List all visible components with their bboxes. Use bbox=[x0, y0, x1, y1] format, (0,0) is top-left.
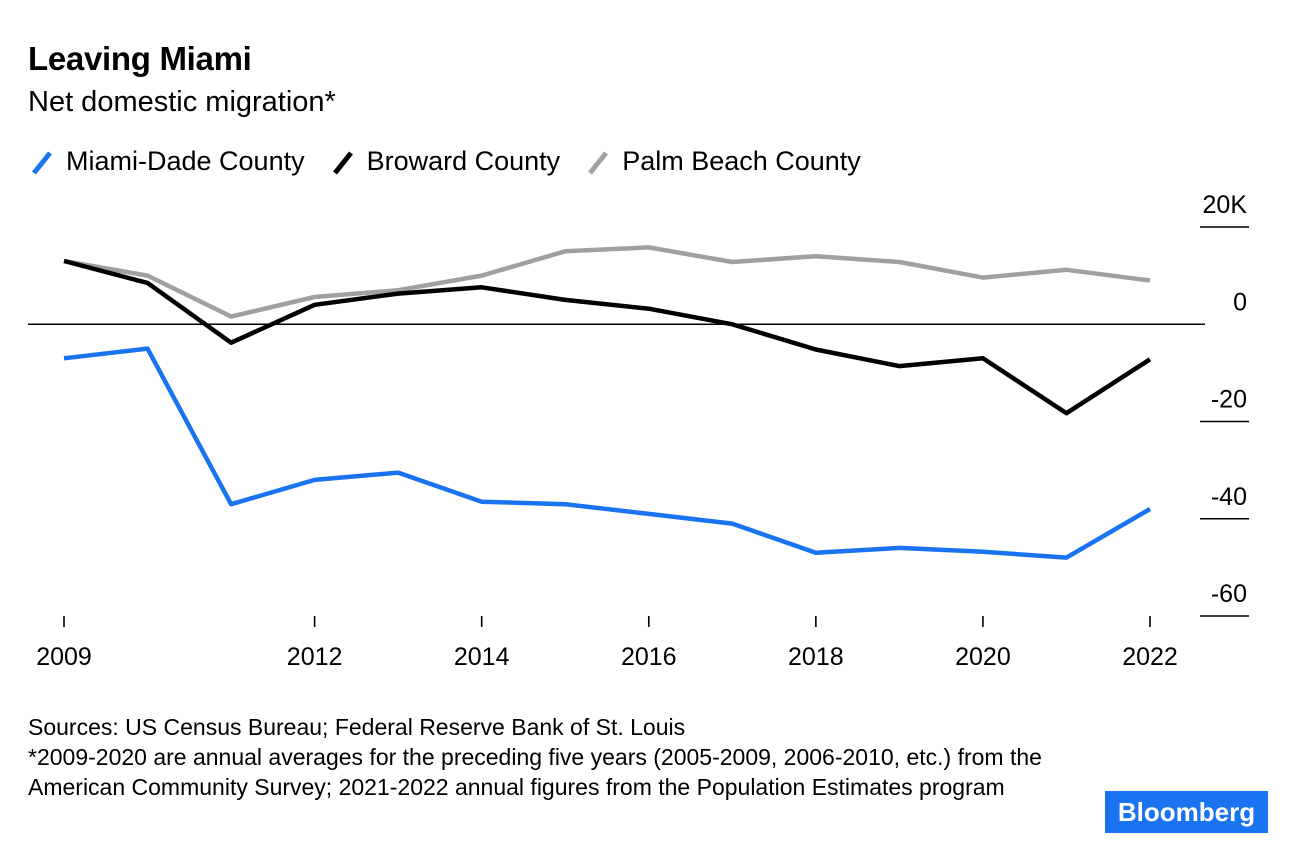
legend-swatch-palm-beach bbox=[588, 150, 609, 175]
line-chart: 20K 0 -20 -40 -60 2009 2012 2014 2016 2018 2020 202… bbox=[28, 191, 1249, 671]
legend-swatch-broward bbox=[332, 150, 353, 175]
x-tick-label-4: 2018 bbox=[788, 643, 844, 671]
legend-item-palm-beach: Palm Beach County bbox=[584, 146, 861, 177]
legend-label-miami-dade: Miami-Dade County bbox=[66, 146, 305, 176]
x-tick-label-3: 2016 bbox=[621, 643, 677, 671]
series-line-broward-county bbox=[63, 258, 1152, 416]
methodology-note: *2009-2020 are annual averages for the p… bbox=[28, 744, 1042, 800]
chart-title: Leaving Miami bbox=[28, 40, 252, 77]
legend-item-miami-dade: Miami-Dade County bbox=[28, 146, 305, 177]
y-tick-label-4: -60 bbox=[1211, 580, 1247, 608]
y-tick-label-2: -20 bbox=[1211, 386, 1247, 414]
x-tick-label-5: 2020 bbox=[955, 643, 1011, 671]
series-line-miami-dade-county bbox=[63, 346, 1152, 560]
x-tick-label-1: 2012 bbox=[287, 643, 343, 671]
legend-item-broward: Broward County bbox=[329, 146, 561, 177]
y-tick-label-1: 0 bbox=[1233, 288, 1247, 316]
x-tick-label-6: 2022 bbox=[1122, 643, 1178, 671]
legend: Miami-Dade County Broward County Palm Be… bbox=[28, 146, 885, 177]
bloomberg-logo: Bloomberg bbox=[1105, 791, 1268, 833]
y-tick-label-0: 20K bbox=[1203, 191, 1248, 219]
legend-label-broward: Broward County bbox=[366, 146, 561, 176]
legend-swatch-miami-dade bbox=[32, 150, 52, 175]
x-tick-label-0: 2009 bbox=[36, 643, 92, 671]
legend-label-palm-beach: Palm Beach County bbox=[622, 146, 861, 176]
chart-subtitle: Net domestic migration* bbox=[28, 86, 336, 118]
chart-notes: Sources: US Census Bureau; Federal Reser… bbox=[28, 712, 1088, 802]
sources-note: Sources: US Census Bureau; Federal Reser… bbox=[28, 714, 686, 740]
x-tick-label-2: 2014 bbox=[454, 643, 510, 671]
y-tick-label-3: -40 bbox=[1211, 483, 1247, 511]
series-line-palm-beach-county bbox=[63, 245, 1151, 319]
